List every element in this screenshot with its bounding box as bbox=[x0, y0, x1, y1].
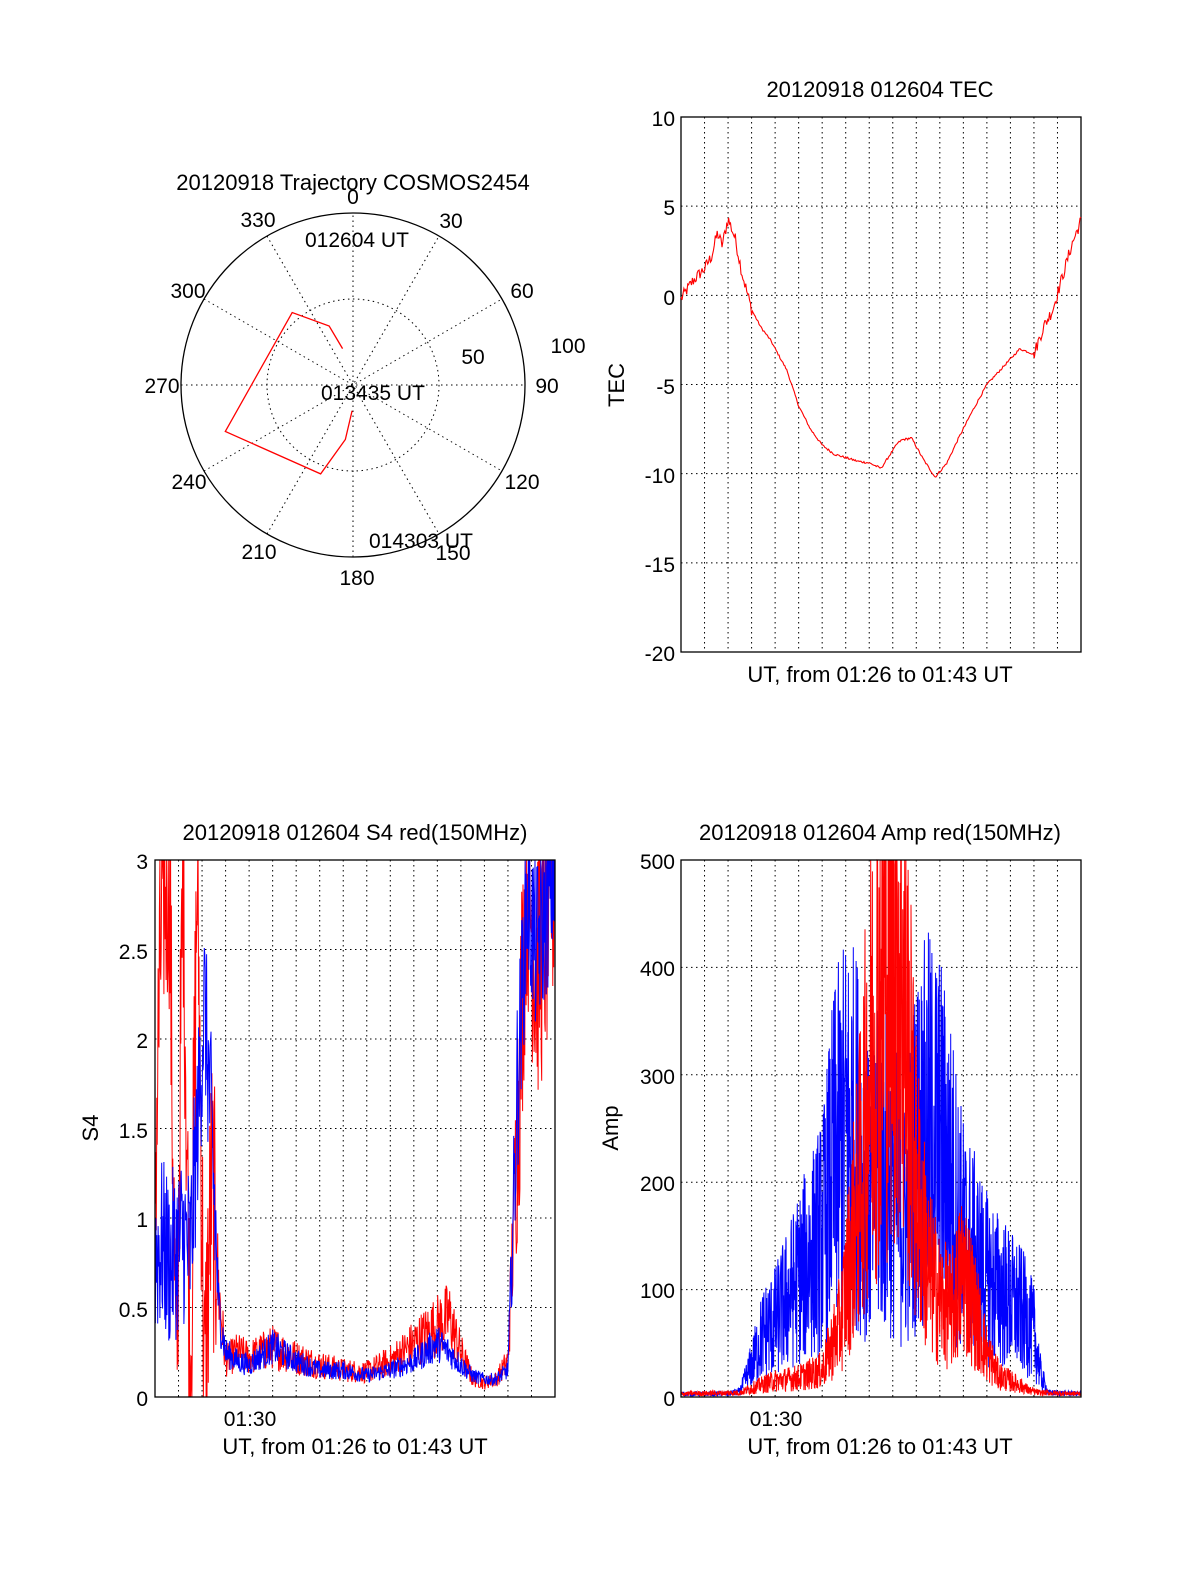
angle-label-300: 300 bbox=[170, 280, 205, 303]
tec-ytick-m5: -5 bbox=[656, 376, 675, 399]
amp-ytick-300: 300 bbox=[640, 1066, 675, 1089]
trajectory-title: 20120918 Trajectory COSMOS2454 bbox=[176, 170, 529, 195]
amp-y-axis-label: Amp bbox=[598, 1105, 623, 1150]
tec-ytick-5: 5 bbox=[663, 197, 675, 220]
tec-line bbox=[680, 216, 1082, 478]
s4-y-ticks: 3 2.5 2 1.5 1 0.5 0 bbox=[119, 851, 148, 1411]
angle-label-0: 0 bbox=[347, 186, 359, 209]
polar-grid bbox=[180, 212, 526, 558]
s4-x-axis-label: UT, from 01:26 to 01:43 UT bbox=[222, 1434, 487, 1459]
angle-label-30: 30 bbox=[439, 210, 462, 233]
angle-label-120: 120 bbox=[504, 471, 539, 494]
angle-label-60: 60 bbox=[510, 280, 533, 303]
trajectory-annotations: 012604 UT 013435 UT 014303 UT bbox=[305, 229, 473, 553]
trajectory-line bbox=[224, 311, 353, 475]
amp-y-ticks: 500 400 300 200 100 0 bbox=[640, 851, 675, 1411]
s4-xtick-0130: 01:30 bbox=[224, 1408, 277, 1431]
amp-ytick-200: 200 bbox=[640, 1173, 675, 1196]
amp-red-line bbox=[680, 859, 1082, 1398]
amp-ytick-0: 0 bbox=[663, 1388, 675, 1411]
tec-ytick-10: 10 bbox=[652, 108, 675, 131]
polar-radius-labels: 50 100 bbox=[461, 335, 585, 369]
amp-xtick-0130: 01:30 bbox=[750, 1408, 803, 1431]
angle-label-90: 90 bbox=[535, 375, 558, 398]
trajectory-path bbox=[224, 311, 353, 475]
trajectory-start-label: 012604 UT bbox=[305, 229, 409, 252]
amp-plot-frame bbox=[680, 859, 1082, 1398]
polar-inner-circle bbox=[266, 298, 440, 472]
tec-ytick-m10: -10 bbox=[645, 465, 675, 488]
angle-label-270: 270 bbox=[144, 375, 179, 398]
polar-angle-labels: 0 30 60 90 120 150 180 210 240 270 300 3… bbox=[144, 186, 558, 590]
s4-ytick-0.5: 0.5 bbox=[119, 1299, 148, 1322]
s4-title: 20120918 012604 S4 red(150MHz) bbox=[183, 820, 528, 845]
angle-label-330: 330 bbox=[240, 209, 275, 232]
tec-y-ticks: 10 5 0 -5 -10 -15 -20 bbox=[645, 108, 675, 666]
s4-ytick-0: 0 bbox=[136, 1388, 148, 1411]
tec-title: 20120918 012604 TEC bbox=[766, 77, 993, 102]
angle-label-210: 210 bbox=[241, 541, 276, 564]
s4-grid bbox=[155, 860, 555, 1397]
radius-label-50: 50 bbox=[461, 346, 484, 369]
s4-series bbox=[154, 859, 556, 1398]
tec-series bbox=[680, 216, 1082, 478]
amp-panel: 20120918 012604 Amp red(150MHz) 500 400 … bbox=[598, 820, 1082, 1459]
s4-ytick-3: 3 bbox=[136, 851, 148, 874]
amp-ytick-100: 100 bbox=[640, 1280, 675, 1303]
s4-ytick-1: 1 bbox=[136, 1209, 148, 1232]
s4-y-axis-label: S4 bbox=[78, 1115, 103, 1142]
angle-label-240: 240 bbox=[171, 471, 206, 494]
amp-series bbox=[680, 859, 1082, 1398]
tec-panel: 20120918 012604 TEC 10 5 0 -5 -10 -15 -2… bbox=[604, 77, 1082, 687]
trajectory-panel: 20120918 Trajectory COSMOS2454 0 30 60 9… bbox=[144, 170, 585, 590]
tec-plot-frame bbox=[680, 116, 1082, 653]
tec-grid bbox=[681, 117, 1081, 652]
trajectory-end-label: 014303 UT bbox=[369, 530, 473, 553]
amp-blue-line bbox=[680, 932, 1082, 1398]
angle-label-180: 180 bbox=[339, 567, 374, 590]
trajectory-mid-label: 013435 UT bbox=[321, 382, 425, 405]
s4-ytick-2.5: 2.5 bbox=[119, 941, 148, 964]
tec-y-axis-label: TEC bbox=[604, 363, 629, 407]
tec-x-axis-label: UT, from 01:26 to 01:43 UT bbox=[747, 662, 1012, 687]
amp-ytick-500: 500 bbox=[640, 851, 675, 874]
amp-ytick-400: 400 bbox=[640, 958, 675, 981]
tec-ytick-m20: -20 bbox=[645, 643, 675, 666]
s4-ytick-2: 2 bbox=[136, 1030, 148, 1053]
amp-title: 20120918 012604 Amp red(150MHz) bbox=[699, 820, 1061, 845]
tec-ytick-0: 0 bbox=[663, 287, 675, 310]
angle-label-150: 150 bbox=[435, 542, 470, 565]
tec-ytick-m15: -15 bbox=[645, 554, 675, 577]
s4-ytick-1.5: 1.5 bbox=[119, 1120, 148, 1143]
s4-panel: 20120918 012604 S4 red(150MHz) 3 2.5 2 1… bbox=[78, 820, 556, 1459]
amp-x-axis-label: UT, from 01:26 to 01:43 UT bbox=[747, 1434, 1012, 1459]
s4-plot-frame bbox=[154, 859, 556, 1398]
s4-blue-line bbox=[154, 859, 556, 1387]
radius-label-100: 100 bbox=[550, 335, 585, 358]
